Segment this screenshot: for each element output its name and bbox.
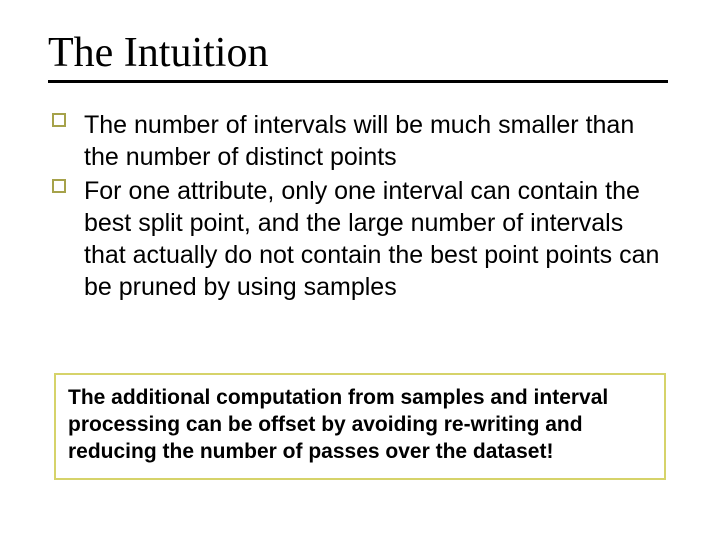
title-underline — [48, 80, 668, 83]
square-bullet-icon — [52, 113, 68, 129]
callout-box: The additional computation from samples … — [54, 373, 666, 480]
page-title: The Intuition — [48, 30, 672, 76]
square-bullet-icon — [52, 179, 68, 195]
callout-text: The additional computation from samples … — [68, 386, 608, 463]
bullet-list: The number of intervals will be much sma… — [48, 109, 672, 303]
bullet-text: The number of intervals will be much sma… — [84, 111, 634, 171]
slide: The Intuition The number of intervals wi… — [0, 0, 720, 540]
bullet-item: The number of intervals will be much sma… — [52, 109, 668, 173]
bullet-item: For one attribute, only one interval can… — [52, 175, 668, 303]
title-wrap: The Intuition — [48, 30, 672, 83]
bullet-text: For one attribute, only one interval can… — [84, 177, 659, 301]
